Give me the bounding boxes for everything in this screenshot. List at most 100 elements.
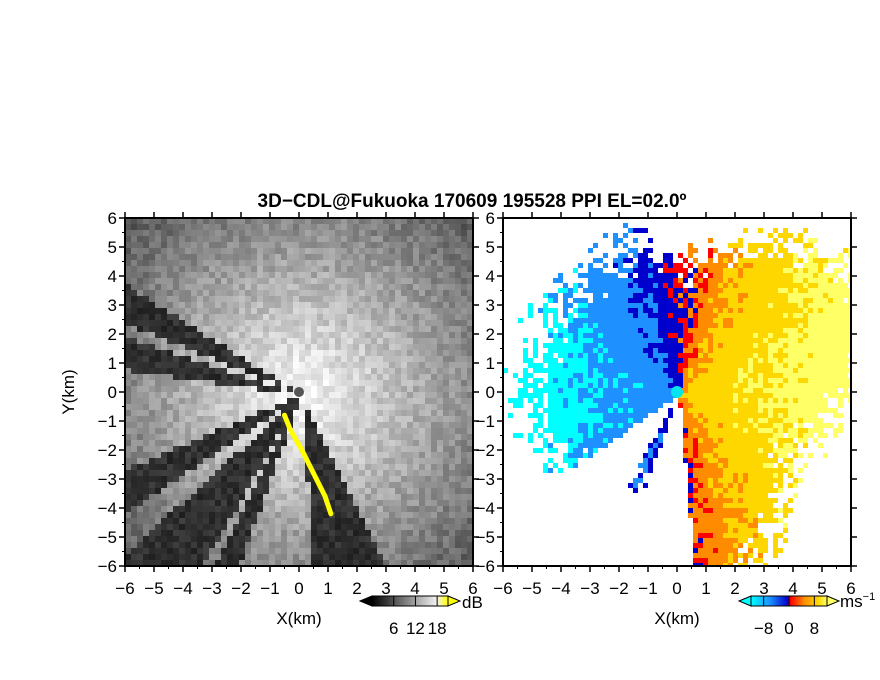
reflectivity-cell (197, 470, 203, 476)
reflectivity-cell (383, 440, 389, 446)
velocity-cell (683, 328, 688, 333)
reflectivity-cell (323, 458, 329, 464)
velocity-cell (673, 333, 678, 338)
velocity-cell (838, 358, 843, 363)
velocity-cell (553, 293, 558, 298)
reflectivity-cell (221, 452, 227, 458)
reflectivity-y-tick-label: 4 (108, 267, 117, 286)
velocity-cell (793, 378, 798, 383)
reflectivity-cell (155, 278, 161, 284)
velocity-cell (808, 378, 813, 383)
velocity-cell (783, 348, 788, 353)
reflectivity-cell (191, 494, 197, 500)
reflectivity-cell (359, 338, 365, 344)
velocity-cell (803, 303, 808, 308)
reflectivity-cell (221, 260, 227, 266)
reflectivity-cell (155, 386, 161, 392)
velocity-cell (673, 363, 678, 368)
reflectivity-cell (239, 512, 245, 518)
velocity-cell (808, 303, 813, 308)
reflectivity-cell (353, 320, 359, 326)
reflectivity-cell (251, 266, 257, 272)
reflectivity-cell (269, 272, 275, 278)
velocity-cell (738, 328, 743, 333)
reflectivity-cell (263, 536, 269, 542)
velocity-cell (843, 303, 848, 308)
reflectivity-cell (467, 500, 473, 506)
reflectivity-cell (389, 308, 395, 314)
velocity-cell (743, 283, 748, 288)
velocity-cell (693, 283, 698, 288)
velocity-cell (718, 318, 723, 323)
reflectivity-cell (347, 500, 353, 506)
reflectivity-cell (269, 266, 275, 272)
velocity-cell (843, 338, 848, 343)
velocity-cell (758, 258, 763, 263)
velocity-cell (668, 358, 673, 363)
reflectivity-cell (401, 296, 407, 302)
reflectivity-cell (371, 242, 377, 248)
reflectivity-cell (215, 530, 221, 536)
reflectivity-cell (263, 344, 269, 350)
reflectivity-cell (353, 290, 359, 296)
reflectivity-cell (221, 518, 227, 524)
reflectivity-cell (323, 434, 329, 440)
reflectivity-cell (179, 440, 185, 446)
reflectivity-cell (215, 452, 221, 458)
reflectivity-cell (185, 410, 191, 416)
velocity-cell (768, 333, 773, 338)
velocity-cell (603, 303, 608, 308)
reflectivity-cell (287, 434, 293, 440)
velocity-cell (783, 338, 788, 343)
velocity-cell (748, 263, 753, 268)
reflectivity-cell (287, 392, 293, 398)
reflectivity-cell (203, 548, 209, 554)
velocity-cell (588, 308, 593, 313)
reflectivity-cell (341, 356, 347, 362)
reflectivity-cell (395, 560, 401, 566)
reflectivity-cell (215, 410, 221, 416)
reflectivity-cell (125, 362, 131, 368)
velocity-cell (773, 318, 778, 323)
reflectivity-cell (155, 374, 161, 380)
reflectivity-cell (293, 446, 299, 452)
reflectivity-cell (383, 476, 389, 482)
reflectivity-cell (401, 494, 407, 500)
reflectivity-cell (167, 428, 173, 434)
reflectivity-cell (125, 374, 131, 380)
reflectivity-cell (203, 374, 209, 380)
reflectivity-cell (251, 542, 257, 548)
reflectivity-cell (425, 512, 431, 518)
reflectivity-cell (335, 422, 341, 428)
reflectivity-cell (263, 512, 269, 518)
velocity-cell (763, 273, 768, 278)
velocity-cell (543, 318, 548, 323)
reflectivity-cell (437, 482, 443, 488)
reflectivity-cell (161, 272, 167, 278)
reflectivity-cell (143, 452, 149, 458)
reflectivity-cell (197, 434, 203, 440)
reflectivity-cell (341, 530, 347, 536)
reflectivity-cell (359, 380, 365, 386)
velocity-cell (588, 263, 593, 268)
reflectivity-cell (167, 290, 173, 296)
reflectivity-cell (311, 542, 317, 548)
reflectivity-cell (251, 560, 257, 566)
reflectivity-cell (143, 404, 149, 410)
velocity-cell (598, 348, 603, 353)
reflectivity-cell (347, 512, 353, 518)
reflectivity-cell (377, 524, 383, 530)
reflectivity-cell (155, 494, 161, 500)
velocity-cell (758, 318, 763, 323)
velocity-cell (553, 373, 558, 378)
velocity-cell (753, 378, 758, 383)
velocity-cell (668, 293, 673, 298)
velocity-cell (743, 373, 748, 378)
velocity-cell (558, 288, 563, 293)
velocity-cell (623, 298, 628, 303)
reflectivity-cell (221, 470, 227, 476)
reflectivity-cell (377, 362, 383, 368)
velocity-cell (663, 263, 668, 268)
velocity-cell (663, 358, 668, 363)
reflectivity-cell (155, 404, 161, 410)
